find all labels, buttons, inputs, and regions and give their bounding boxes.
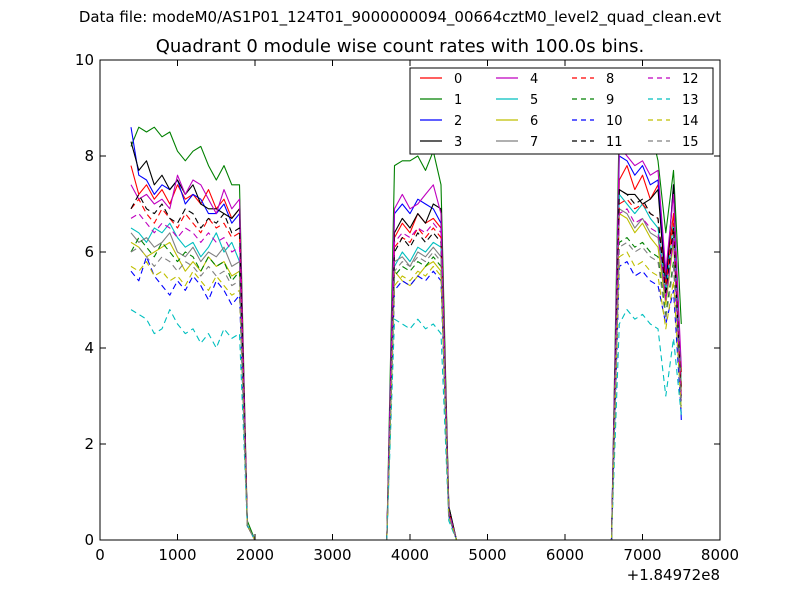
y-tick-label: 0 <box>84 531 94 549</box>
y-tick-label: 6 <box>84 243 94 261</box>
legend-label-14: 14 <box>682 114 699 129</box>
legend-box <box>409 67 714 155</box>
x-tick-label: 0 <box>95 546 105 564</box>
legend-label-7: 7 <box>530 135 538 150</box>
x-tick-label: 1000 <box>158 546 196 564</box>
legend-label-6: 6 <box>530 114 538 129</box>
legend-label-15: 15 <box>682 135 699 150</box>
x-tick-label: 3000 <box>313 546 351 564</box>
x-tick-label: 6000 <box>546 546 584 564</box>
y-tick-label: 2 <box>84 435 94 453</box>
legend-label-8: 8 <box>606 72 614 87</box>
figure-suptitle: Data file: modeM0/AS1P01_124T01_90000000… <box>78 8 722 26</box>
legend-label-12: 12 <box>682 72 699 87</box>
y-tick-label: 10 <box>75 51 94 69</box>
legend-label-0: 0 <box>454 72 462 87</box>
x-tick-label: 2000 <box>236 546 274 564</box>
legend-label-10: 10 <box>606 114 623 129</box>
legend-label-9: 9 <box>606 93 614 108</box>
legend-label-2: 2 <box>454 114 462 129</box>
x-tick-label: 7000 <box>623 546 661 564</box>
legend-label-11: 11 <box>606 135 623 150</box>
x-tick-label: 4000 <box>391 546 429 564</box>
series-line-10 <box>130 256 682 541</box>
legend-label-5: 5 <box>530 93 538 108</box>
y-tick-label: 4 <box>84 339 94 357</box>
legend-label-1: 1 <box>454 93 462 108</box>
legend-label-3: 3 <box>454 135 462 150</box>
legend-label-13: 13 <box>682 93 699 108</box>
series-line-13 <box>130 309 682 541</box>
x-axis-offset-label: +1.84972e8 <box>627 566 720 584</box>
x-tick-label: 8000 <box>701 546 739 564</box>
chart-title: Quadrant 0 module wise count rates with … <box>155 36 645 57</box>
y-tick-label: 8 <box>84 147 94 165</box>
x-tick-label: 5000 <box>468 546 506 564</box>
legend-label-4: 4 <box>530 72 538 87</box>
